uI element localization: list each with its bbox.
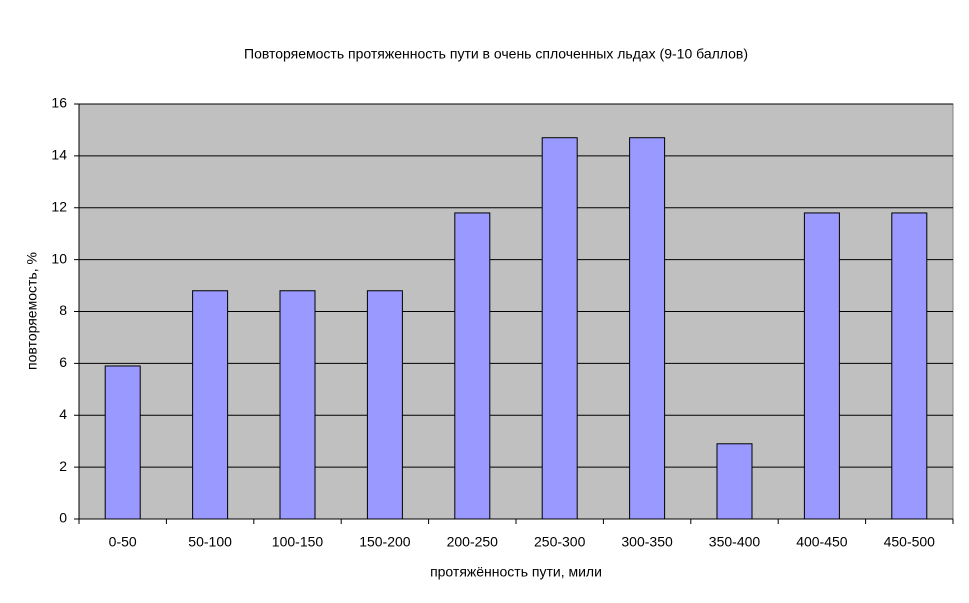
x-tick-label: 100-150	[272, 534, 324, 550]
bar	[541, 137, 578, 520]
y-tick-label: 0	[59, 510, 67, 526]
bar	[279, 290, 316, 520]
x-tick-label: 200-250	[447, 534, 499, 550]
x-tick-label: 250-300	[534, 534, 586, 550]
x-tick-label: 50-100	[188, 534, 232, 550]
bar	[454, 212, 491, 520]
y-tick-label: 12	[51, 198, 67, 214]
x-axis-title: протяжённость пути, мили	[430, 564, 602, 580]
bar	[104, 365, 141, 520]
y-tick-label: 4	[59, 406, 67, 422]
y-tick-label: 10	[51, 250, 67, 266]
y-axis-title: повторяемость, %	[24, 252, 40, 370]
x-tick-label: 450-500	[884, 534, 936, 550]
x-tick-label: 400-450	[796, 534, 848, 550]
x-tick-label: 300-350	[621, 534, 673, 550]
chart-title: Повторяемость протяженность пути в очень…	[244, 46, 748, 62]
y-tick-label: 16	[51, 95, 67, 111]
bar	[716, 443, 753, 520]
x-tick-label: 150-200	[359, 534, 411, 550]
y-tick-label: 8	[59, 302, 67, 318]
y-tick-label: 6	[59, 354, 67, 370]
y-tick-label: 2	[59, 458, 67, 474]
x-tick-label: 350-400	[709, 534, 761, 550]
bar	[891, 212, 928, 520]
x-tick-label: 0-50	[109, 534, 137, 550]
bar	[192, 290, 229, 520]
bar	[629, 137, 666, 520]
bar	[366, 290, 403, 520]
bar	[803, 212, 840, 520]
y-tick-label: 14	[51, 147, 67, 163]
